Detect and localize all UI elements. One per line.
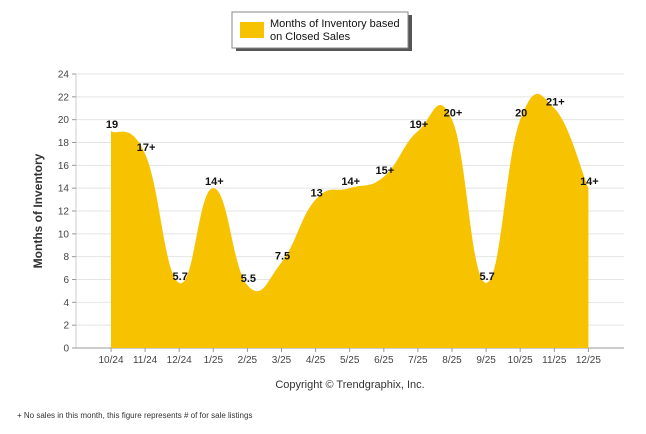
y-tick-label: 2: [63, 321, 69, 332]
data-label: 5.5: [241, 273, 256, 285]
legend: Months of Inventory based on Closed Sale…: [231, 11, 412, 51]
y-tick-label: 14: [58, 184, 70, 195]
x-tick-label: 9/25: [476, 355, 496, 366]
x-tick-label: 6/25: [374, 355, 394, 366]
x-tick-label: 12/25: [576, 355, 601, 366]
legend-text-line1: Months of Inventory based: [270, 18, 400, 30]
y-tick-label: 0: [63, 344, 69, 355]
y-tick-label: 16: [58, 161, 70, 172]
y-tick-label: 8: [63, 252, 69, 263]
data-labels: 19 17+ 5.7 14+ 5.5 7.5 13 14+ 15+ 19+ 20+ 5.7 20 21+ 1…: [106, 96, 599, 285]
data-label: 15+: [375, 165, 394, 177]
legend-text-line2: on Closed Sales: [270, 31, 351, 43]
y-tick-label: 10: [58, 229, 70, 240]
copyright-credit: Copyright © Trendgraphix, Inc.: [275, 379, 424, 391]
x-tick-label: 3/25: [272, 355, 292, 366]
data-label: 19: [106, 119, 118, 131]
data-label: 7.5: [275, 250, 290, 262]
data-label: 14+: [205, 176, 224, 188]
y-tick-label: 22: [58, 92, 70, 103]
y-tick-label: 12: [58, 207, 70, 218]
x-tick-label: 11/25: [542, 355, 567, 366]
x-tick-label: 5/25: [340, 355, 360, 366]
data-label: 20: [515, 108, 527, 120]
x-axis-ticks: 10/24 11/24 12/24 1/25 2/25 3/25 4/25 5/25 6/25 7…: [98, 348, 601, 366]
data-label: 14+: [341, 176, 360, 188]
data-label: 5.7: [479, 271, 494, 283]
x-tick-label: 4/25: [306, 355, 326, 366]
data-label: 5.7: [173, 271, 188, 283]
x-tick-label: 10/25: [508, 355, 533, 366]
footnote: + No sales in this month, this figure re…: [17, 411, 252, 420]
data-label: 17+: [137, 142, 156, 154]
y-tick-label: 24: [58, 70, 70, 81]
x-tick-label: 10/24: [98, 355, 123, 366]
x-tick-label: 7/25: [408, 355, 428, 366]
x-tick-label: 2/25: [238, 355, 258, 366]
y-tick-label: 6: [63, 275, 69, 286]
x-tick-label: 1/25: [204, 355, 224, 366]
y-tick-label: 20: [58, 115, 70, 126]
y-tick-label: 18: [58, 138, 70, 149]
series-area: [111, 93, 589, 349]
x-tick-label: 11/24: [133, 355, 158, 366]
data-label: 13: [310, 188, 322, 200]
y-tick-label: 4: [63, 298, 69, 309]
data-label: 14+: [580, 176, 599, 188]
y-axis-label: Months of Inventory: [31, 153, 45, 268]
legend-swatch: [240, 22, 264, 38]
data-label: 21+: [546, 96, 565, 108]
x-tick-label: 8/25: [442, 355, 462, 366]
data-label: 19+: [410, 119, 429, 131]
x-tick-label: 12/24: [167, 355, 192, 366]
data-label: 20+: [444, 108, 463, 120]
